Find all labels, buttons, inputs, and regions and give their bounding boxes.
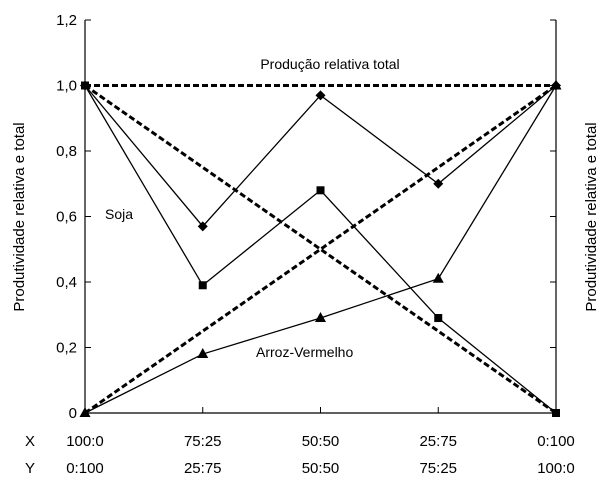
annotation-total: Produção relativa total (260, 56, 399, 72)
marker-producao-relativa-total (197, 221, 208, 232)
x-tick-label: 75:25 (184, 433, 222, 450)
marker-arroz-vermelho (432, 272, 444, 283)
marker-soja (198, 281, 207, 290)
reference-lines (84, 84, 557, 415)
y-tick-label: 0 (69, 405, 77, 422)
marker-soja (316, 186, 325, 195)
marker-producao-relativa-total (433, 178, 444, 189)
y-ticks: 0 0,2 0,4 0,6 0,8 1,0 1,2 (56, 12, 556, 422)
series-markers (79, 79, 562, 417)
marker-arroz-vermelho (550, 79, 562, 90)
marker-arroz-vermelho (315, 312, 326, 323)
x-tick-label: 50:50 (302, 460, 340, 477)
y-tick-label: 1,0 (56, 78, 77, 95)
marker-soja (434, 314, 443, 323)
x-tick-label: 25:75 (184, 460, 222, 477)
x-tick-label: 25:75 (419, 433, 457, 450)
x-tick-label: 50:50 (302, 433, 340, 450)
y-tick-label: 0,4 (56, 274, 77, 291)
reference-line (84, 84, 557, 415)
x-row-name: X (25, 433, 35, 450)
y-axis-label-right: Produtividade relativa e total (583, 122, 600, 311)
annotation-soja: Soja (105, 206, 133, 222)
y-tick-label: 0,8 (56, 143, 77, 160)
x-tick-label: 100:0 (66, 433, 104, 450)
x-tick-label: 0:100 (537, 433, 575, 450)
marker-arroz-vermelho (197, 348, 209, 359)
marker-arroz-vermelho (79, 407, 91, 417)
marker-soja (552, 409, 560, 417)
x-proportion-rows: X 100:0 75:25 50:50 25:75 0:100 Y 0:100 25:75 50:… (25, 433, 575, 477)
x-tick-label: 75:25 (419, 460, 457, 477)
annotation-arroz: Arroz-Vermelho (256, 344, 353, 360)
marker-producao-relativa-total (315, 90, 326, 101)
y-tick-label: 0,2 (56, 340, 77, 357)
marker-soja (81, 81, 89, 90)
x-tick-label: 100:0 (537, 460, 575, 477)
y-tick-label: 0,6 (56, 209, 77, 226)
y-axis-label-left: Produtividade relativa e total (11, 122, 28, 311)
y-tick-label: 1,2 (56, 12, 77, 29)
x-ticks (84, 407, 557, 413)
x-tick-label: 0:100 (66, 460, 104, 477)
reference-line (84, 84, 557, 415)
x-row-name: Y (25, 460, 35, 477)
